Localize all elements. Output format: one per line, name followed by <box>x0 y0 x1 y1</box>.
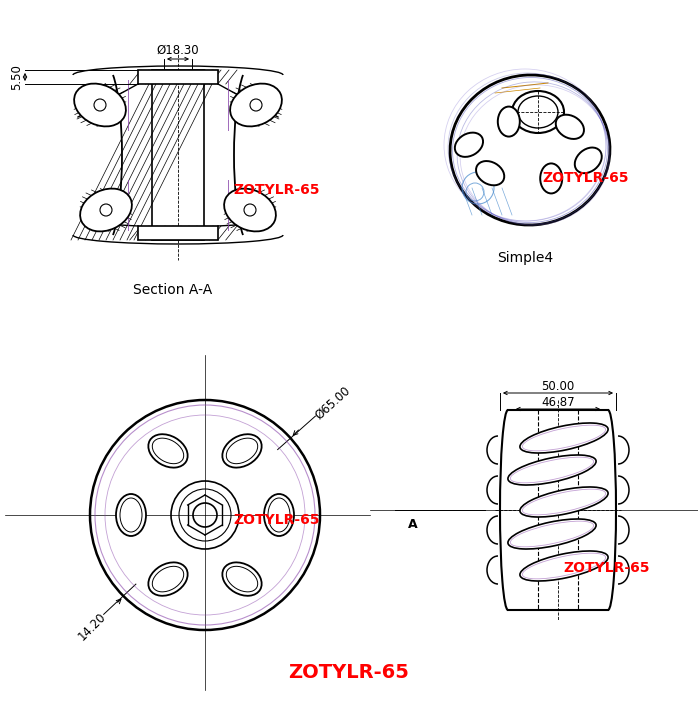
Ellipse shape <box>476 161 504 185</box>
Text: 50.00: 50.00 <box>542 379 574 393</box>
Ellipse shape <box>268 498 290 532</box>
Ellipse shape <box>520 551 608 581</box>
Ellipse shape <box>120 498 142 532</box>
Ellipse shape <box>226 438 258 464</box>
Text: ZOTYLR-65: ZOTYLR-65 <box>542 171 628 185</box>
Ellipse shape <box>223 434 262 467</box>
Bar <box>138 226 218 240</box>
Ellipse shape <box>508 519 596 549</box>
Ellipse shape <box>152 438 184 464</box>
Ellipse shape <box>223 562 262 596</box>
Text: Section A-A: Section A-A <box>133 283 213 297</box>
Ellipse shape <box>508 455 596 485</box>
Text: ZOTYLR-65: ZOTYLR-65 <box>563 561 650 575</box>
Ellipse shape <box>224 189 276 232</box>
Text: 14.20: 14.20 <box>75 610 108 643</box>
Ellipse shape <box>74 84 126 127</box>
Ellipse shape <box>540 163 562 194</box>
Ellipse shape <box>574 148 602 173</box>
Ellipse shape <box>556 115 584 139</box>
Ellipse shape <box>116 494 146 536</box>
Text: ZOTYLR-65: ZOTYLR-65 <box>233 513 320 527</box>
Bar <box>138 70 218 84</box>
Ellipse shape <box>230 84 282 127</box>
Ellipse shape <box>152 566 184 592</box>
Ellipse shape <box>226 566 258 592</box>
Bar <box>152 70 204 240</box>
Text: Ø18.30: Ø18.30 <box>156 44 200 56</box>
Ellipse shape <box>520 423 608 453</box>
Text: Ø65.00: Ø65.00 <box>312 384 352 422</box>
Ellipse shape <box>149 434 188 467</box>
Ellipse shape <box>264 494 294 536</box>
Text: ZOTYLR-65: ZOTYLR-65 <box>233 183 320 197</box>
Text: 5.50: 5.50 <box>10 64 23 90</box>
Text: 46.87: 46.87 <box>541 396 575 408</box>
Ellipse shape <box>498 106 520 137</box>
Text: Simple4: Simple4 <box>497 251 553 265</box>
Ellipse shape <box>455 132 483 157</box>
Ellipse shape <box>520 487 608 517</box>
Ellipse shape <box>80 189 132 232</box>
Ellipse shape <box>450 75 610 225</box>
Text: A: A <box>408 517 418 531</box>
Text: ZOTYLR-65: ZOTYLR-65 <box>288 663 410 682</box>
Ellipse shape <box>149 562 188 596</box>
